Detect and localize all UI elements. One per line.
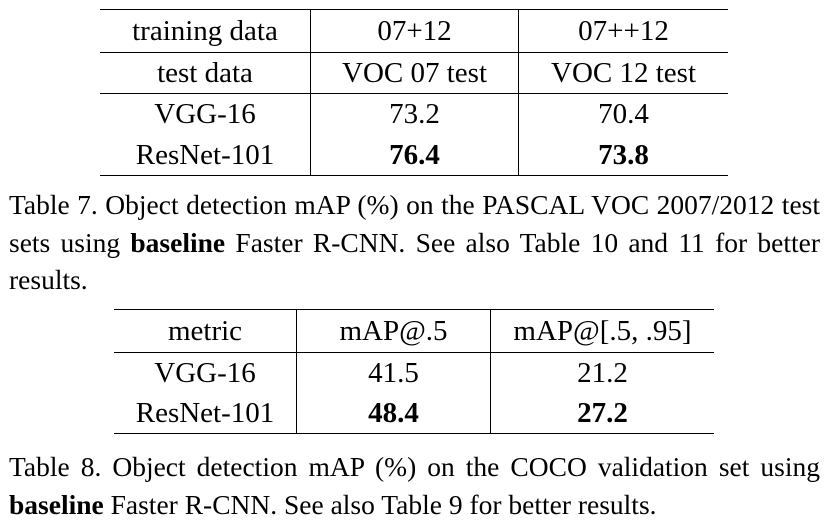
table-7-cell: 70.4 xyxy=(518,93,728,135)
table-7-cell-best: 76.4 xyxy=(310,135,519,176)
table-7-header-row: training data 07+12 07++12 xyxy=(100,9,728,53)
caption-text: Table 7. Object detection mAP (%) on the… xyxy=(9,189,820,258)
table-8-header-cell: mAP@.5 xyxy=(296,309,491,353)
table-8-cell: 21.2 xyxy=(490,352,714,393)
table-7-row-label: VGG-16 xyxy=(100,93,311,135)
table-8-cell: 41.5 xyxy=(296,352,491,393)
table-7-header-cell: test data xyxy=(100,52,311,94)
table-7-header-cell: 07+12 xyxy=(310,9,519,53)
table-8-caption: Table 8. Object detection mAP (%) on the… xyxy=(9,448,820,523)
table-7: training data 07+12 07++12 test data VOC… xyxy=(100,9,728,176)
caption-text: Table 8. Object detection mAP (%) on the… xyxy=(9,451,820,482)
table-7-header-cell: VOC 07 test xyxy=(310,52,519,94)
table-7-header-cell: VOC 12 test xyxy=(518,52,728,94)
table-8-header-cell: metric xyxy=(114,309,297,353)
table-row: VGG-16 73.2 70.4 xyxy=(100,93,728,135)
table-7-cell-best: 73.8 xyxy=(518,135,728,176)
table-row: ResNet-101 48.4 27.2 xyxy=(114,393,714,434)
caption-text: Faster R-CNN. See also Table 9 for bette… xyxy=(103,488,657,520)
table-8-row-label: ResNet-101 xyxy=(114,393,297,434)
table-7-header-cell: training data xyxy=(100,9,311,53)
table-8: metric mAP@.5 mAP@[.5, .95] VGG-16 41.5 … xyxy=(114,309,714,434)
table-7-cell: 73.2 xyxy=(310,93,519,135)
table-7-row-label: ResNet-101 xyxy=(100,135,311,176)
table-7-caption: Table 7. Object detection mAP (%) on the… xyxy=(9,186,820,299)
table-8-cell-best: 48.4 xyxy=(296,393,491,434)
caption-text: Faster R-CNN. See also Table 10 and 11 f… xyxy=(9,226,821,296)
table-8-cell-best: 27.2 xyxy=(490,393,714,434)
table-row: ResNet-101 76.4 73.8 xyxy=(100,135,728,176)
table-8-header-cell: mAP@[.5, .95] xyxy=(490,309,714,353)
table-7-header-cell: 07++12 xyxy=(518,9,728,53)
table-8-header-row: metric mAP@.5 mAP@[.5, .95] xyxy=(114,309,714,353)
caption-bold-term: baseline xyxy=(9,488,104,520)
caption-bold-term: baseline xyxy=(130,226,226,258)
table-row: VGG-16 41.5 21.2 xyxy=(114,352,714,393)
table-7-header-row: test data VOC 07 test VOC 12 test xyxy=(100,52,728,94)
table-8-row-label: VGG-16 xyxy=(114,352,297,393)
